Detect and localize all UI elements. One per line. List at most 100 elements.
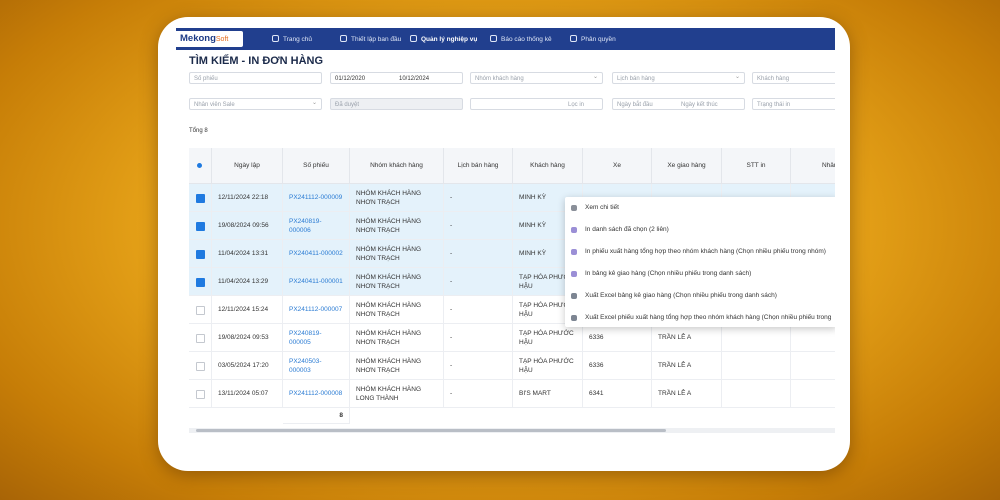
table-cell[interactable]: PX240503-000003 — [283, 352, 350, 380]
menu-item[interactable]: Xem chi tiết — [585, 204, 619, 211]
table-cell: TRẦN LÊ A — [652, 380, 722, 408]
date-range[interactable]: 01/12/2020 10/12/2024 — [330, 72, 463, 84]
filter-input[interactable]: Trạng thái in — [752, 98, 835, 110]
menu-icon — [571, 271, 577, 277]
table-cell: 19/08/2024 09:53 — [212, 324, 283, 352]
filter-input[interactable]: Số phiếu — [189, 72, 322, 84]
table-cell: - — [444, 352, 513, 380]
table-cell[interactable]: PX241112-000009 — [283, 184, 350, 212]
table-cell: TẠP HÓA PHƯỚC HẬU — [513, 324, 583, 352]
checkbox-cell — [189, 240, 212, 268]
checkbox-cell — [189, 296, 212, 324]
header-cell[interactable]: Xe giao hàng — [652, 148, 722, 184]
table-cell: TẠP HÓA PHƯỚC HẬU — [513, 352, 583, 380]
table-cell: TRẦN LÊ A — [652, 324, 722, 352]
row-checkbox[interactable] — [196, 334, 205, 343]
nav-link[interactable]: Thiết lập ban đầu — [340, 35, 401, 43]
table-cell — [722, 380, 791, 408]
filter-input[interactable]: Lọc in — [470, 98, 603, 110]
row-checkbox[interactable] — [196, 222, 205, 231]
table-cell: 19/08/2024 09:56 — [212, 212, 283, 240]
table-cell[interactable]: PX240411-000002 — [283, 240, 350, 268]
table-cell: 6336 — [583, 352, 652, 380]
header-cell[interactable]: Lịch bán hàng — [444, 148, 513, 184]
table-cell: 6341 — [583, 380, 652, 408]
table-cell[interactable]: PX241112-000008 — [283, 380, 350, 408]
menu-item[interactable]: Xuất Excel phiếu xuất hàng tổng hợp theo… — [585, 314, 831, 321]
filter-input[interactable]: Đã duyệt — [330, 98, 463, 110]
logo[interactable]: MekongSoft — [176, 31, 243, 47]
select-all[interactable] — [197, 163, 202, 168]
header-cell[interactable]: Nhân vi — [791, 148, 835, 184]
header-cell[interactable]: Ngày lập — [212, 148, 283, 184]
header-cell[interactable]: STT in — [722, 148, 791, 184]
logo-brand: Mekong — [180, 33, 216, 44]
table-cell: NHÓM KHÁCH HÀNG NHƠN TRẠCH — [350, 184, 444, 212]
nav-bar: MekongSoft Trang chủ Thiết lập ban đầu Quả… — [176, 28, 835, 50]
table-cell: TRẦN LÊ A — [652, 352, 722, 380]
row-checkbox[interactable] — [196, 194, 205, 203]
table-cell: BI'S MART — [513, 380, 583, 408]
table-cell: - — [444, 324, 513, 352]
table-cell — [722, 352, 791, 380]
menu-item[interactable]: In phiếu xuất hàng tổng hợp theo nhóm kh… — [585, 248, 826, 255]
table-cell[interactable]: PX241112-000007 — [283, 296, 350, 324]
checkbox-cell — [189, 212, 212, 240]
menu-item[interactable]: In bảng kê giao hàng (Chọn nhiều phiếu t… — [585, 270, 751, 277]
row-checkbox[interactable] — [196, 362, 205, 371]
filter-input[interactable]: Lịch bán hàng — [612, 72, 745, 84]
table-cell: 03/05/2024 17:20 — [212, 352, 283, 380]
table-cell — [791, 324, 835, 352]
table-cell: 13/11/2024 05:07 — [212, 380, 283, 408]
table-cell: 12/11/2024 15:24 — [212, 296, 283, 324]
row-checkbox[interactable] — [196, 250, 205, 259]
nav-link[interactable]: Phân quyền — [570, 35, 616, 43]
table-cell: NHÓM KHÁCH HÀNG NHƠN TRẠCH — [350, 268, 444, 296]
menu-item[interactable]: In danh sách đã chọn (2 liên) — [585, 226, 669, 233]
table-cell: - — [444, 296, 513, 324]
table-cell: 6336 — [583, 324, 652, 352]
filter-input[interactable]: Nhóm khách hàng — [470, 72, 603, 84]
nav-link[interactable]: Báo cáo thống kê — [490, 35, 552, 43]
table-cell — [791, 352, 835, 380]
filter-input[interactable]: Nhân viên Sale — [189, 98, 322, 110]
filter-input[interactable]: Khách hàng — [752, 72, 835, 84]
date-from: 01/12/2020 — [335, 73, 365, 85]
context-menu: Xem chi tiết In danh sách đã chọn (2 liên… — [565, 197, 835, 327]
table-cell[interactable]: PX240411-000001 — [283, 268, 350, 296]
table-cell: 11/04/2024 13:29 — [212, 268, 283, 296]
table-cell: NHÓM KHÁCH HÀNG NHƠN TRẠCH — [350, 296, 444, 324]
header-cell[interactable]: Khách hàng — [513, 148, 583, 184]
table-cell[interactable]: PX240819-000006 — [283, 212, 350, 240]
logo-suffix: Soft — [216, 36, 228, 43]
header-cell[interactable]: Số phiếu — [283, 148, 350, 184]
table-cell: NHÓM KHÁCH HÀNG NHƠN TRẠCH — [350, 240, 444, 268]
screen: MekongSoft Trang chủ Thiết lập ban đầu Quả… — [176, 28, 835, 442]
table-cell: - — [444, 380, 513, 408]
page-title: TÌM KIẾM - IN ĐƠN HÀNG — [189, 55, 323, 67]
header-cell[interactable]: Nhóm khách hàng — [350, 148, 444, 184]
menu-item[interactable]: Xuất Excel bảng kê giao hàng (Chọn nhiều… — [585, 292, 777, 299]
checkbox-cell — [189, 352, 212, 380]
checkbox-cell — [189, 380, 212, 408]
table-cell: NHÓM KHÁCH HÀNG NHƠN TRẠCH — [350, 324, 444, 352]
row-checkbox[interactable] — [196, 390, 205, 399]
total: Tổng 8 — [189, 128, 208, 134]
nav-link[interactable]: Quản lý nghiệp vụ — [410, 35, 477, 43]
scroll-thumb[interactable] — [196, 429, 666, 432]
date-range[interactable]: Ngày bắt đầuNgày kết thúc — [612, 98, 745, 110]
row-checkbox[interactable] — [196, 306, 205, 315]
range-from: Ngày bắt đầu — [617, 99, 653, 111]
footer-count: 8 — [283, 408, 350, 424]
table-cell: NHÓM KHÁCH HÀNG NHƠN TRẠCH — [350, 352, 444, 380]
table-cell[interactable]: PX240819-000005 — [283, 324, 350, 352]
table-cell: - — [444, 268, 513, 296]
date-to: 10/12/2024 — [399, 73, 429, 85]
menu-icon — [571, 227, 577, 233]
nav-link[interactable]: Trang chủ — [272, 35, 312, 43]
menu-icon — [571, 205, 577, 211]
header-cell[interactable]: Xe — [583, 148, 652, 184]
menu-icon — [571, 315, 577, 321]
row-checkbox[interactable] — [196, 278, 205, 287]
table-cell: - — [444, 184, 513, 212]
